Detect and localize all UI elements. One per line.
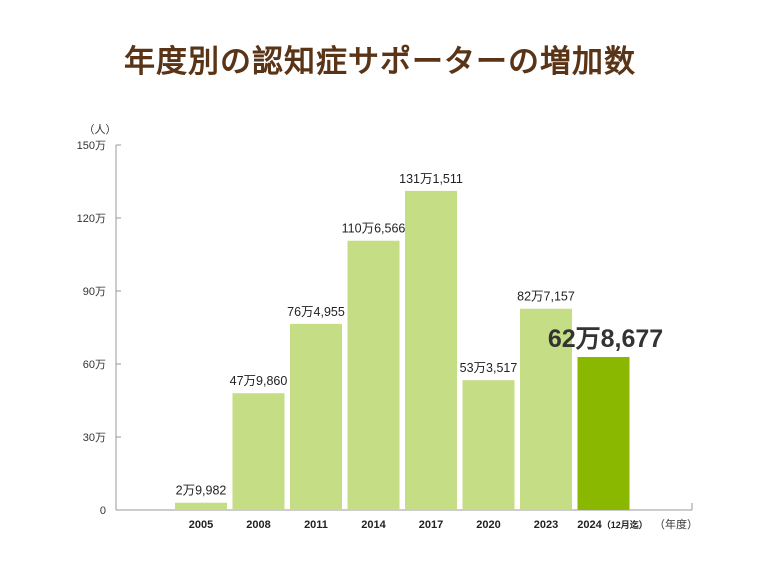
axes: 0 30万 60万 90万 120万 150万 （人） （年度） 2005 2008 2011 201… (77, 123, 698, 531)
bar-2005 (175, 502, 227, 510)
y-tick-label: 150万 (77, 140, 106, 152)
data-label: 76万4,955 (287, 305, 345, 319)
y-axis-unit: （人） (84, 123, 117, 136)
y-tick-label: 120万 (77, 213, 106, 225)
bar-2017 (405, 190, 457, 510)
bar-2020 (462, 380, 515, 510)
bar-2024 (577, 357, 630, 510)
y-tick-label: 60万 (83, 359, 106, 371)
x-tick-note: （12月迄） (602, 519, 648, 530)
y-tick-label: 30万 (83, 432, 106, 444)
x-tick-label: 2011 (304, 519, 328, 531)
data-label: 2万9,982 (176, 484, 227, 498)
chart-title: 年度別の認知症サポーターの増加数 (124, 44, 636, 80)
data-label: 82万7,157 (517, 290, 575, 304)
bars (175, 190, 630, 511)
x-tick-label: 2014 (361, 519, 386, 531)
bar-2008 (232, 393, 285, 510)
bar-2023 (520, 308, 572, 510)
x-tick-label: 2020 (476, 519, 500, 531)
x-tick-label: 2005 (189, 519, 213, 531)
data-label: 53万3,517 (460, 361, 518, 375)
y-tick-label: 90万 (83, 286, 106, 298)
data-labels: 2万9,982 47万9,860 76万4,955 110万6,566 131万1,51… (176, 172, 664, 498)
bar-2014 (347, 240, 400, 511)
data-label: 110万6,566 (342, 222, 406, 236)
x-tick-label: 2017 (419, 519, 443, 531)
data-label-highlight: 62万8,677 (548, 325, 663, 353)
data-label: 131万1,511 (399, 172, 463, 186)
x-axis-unit: （年度） (654, 517, 698, 531)
x-tick-label: 2024（12月迄） (577, 519, 648, 531)
bar-2011 (290, 323, 342, 510)
data-label: 47万9,860 (230, 374, 288, 388)
x-tick-label: 2008 (246, 519, 270, 531)
x-tick-label: 2023 (534, 519, 558, 531)
y-tick-label: 0 (100, 505, 106, 517)
